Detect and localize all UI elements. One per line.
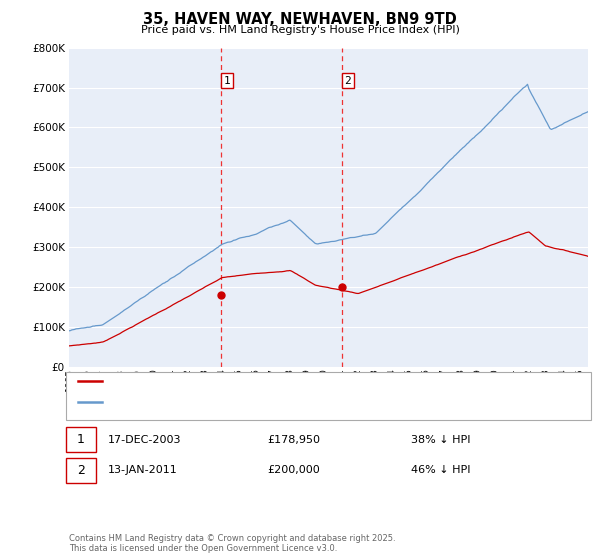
Text: 17-DEC-2003: 17-DEC-2003 bbox=[108, 435, 182, 445]
Text: 35, HAVEN WAY, NEWHAVEN, BN9 9TD: 35, HAVEN WAY, NEWHAVEN, BN9 9TD bbox=[143, 12, 457, 27]
Text: 46% ↓ HPI: 46% ↓ HPI bbox=[411, 465, 470, 475]
Text: Contains HM Land Registry data © Crown copyright and database right 2025.
This d: Contains HM Land Registry data © Crown c… bbox=[69, 534, 395, 553]
Text: £178,950: £178,950 bbox=[267, 435, 320, 445]
Text: 2: 2 bbox=[77, 464, 85, 477]
Text: 38% ↓ HPI: 38% ↓ HPI bbox=[411, 435, 470, 445]
Text: 2: 2 bbox=[344, 76, 351, 86]
Text: 35, HAVEN WAY, NEWHAVEN, BN9 9TD (detached house): 35, HAVEN WAY, NEWHAVEN, BN9 9TD (detach… bbox=[108, 376, 403, 385]
Text: Price paid vs. HM Land Registry's House Price Index (HPI): Price paid vs. HM Land Registry's House … bbox=[140, 25, 460, 35]
Text: £200,000: £200,000 bbox=[267, 465, 320, 475]
Text: 1: 1 bbox=[77, 433, 85, 446]
Text: 1: 1 bbox=[223, 76, 230, 86]
Text: HPI: Average price, detached house, Lewes: HPI: Average price, detached house, Lewe… bbox=[108, 397, 333, 407]
Text: 13-JAN-2011: 13-JAN-2011 bbox=[108, 465, 178, 475]
